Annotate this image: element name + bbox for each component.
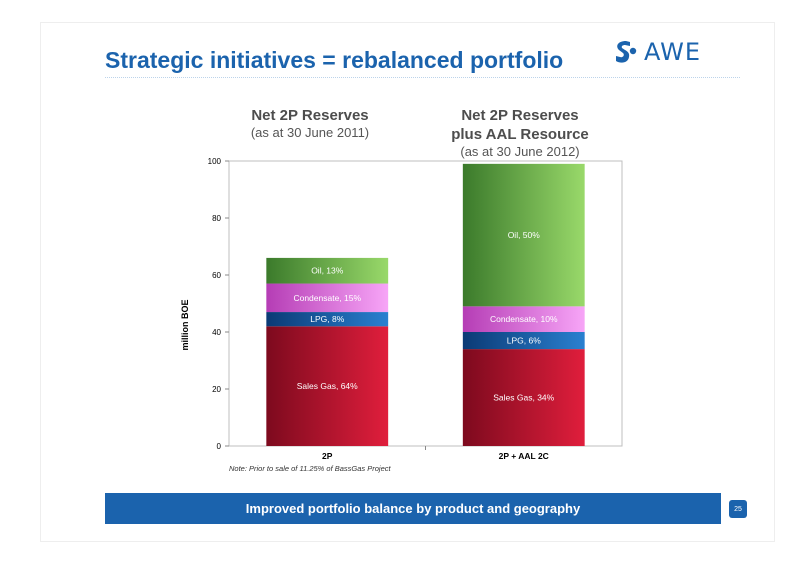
left-heading-line1: Net 2P Reserves	[251, 107, 369, 124]
right-heading-line3: (as at 30 June 2012)	[460, 144, 580, 159]
logo-text: AWE	[644, 38, 701, 66]
y-tick-label: 100	[208, 157, 222, 166]
bar-segment-sales_gas	[462, 349, 585, 446]
x-category-label: 2P	[322, 451, 333, 461]
data-label-oil: Oil, 13%	[311, 266, 344, 276]
footnote: Note: Prior to sale of 11.25% of BassGas…	[229, 464, 391, 473]
slide-frame	[40, 22, 775, 542]
data-label-lpg: LPG, 8%	[310, 314, 344, 324]
data-label-oil: Oil, 50%	[508, 230, 541, 240]
left-heading-line2: (as at 30 June 2011)	[250, 125, 370, 140]
bar-segment-condensate	[266, 283, 389, 313]
slide-title: Strategic initiatives = rebalanced portf…	[105, 47, 564, 73]
page-number: 25	[729, 500, 747, 518]
data-label-condensate: Condensate, 15%	[293, 293, 361, 303]
y-tick-label: 60	[212, 271, 221, 280]
left-chart-heading: Net 2P Reserves (as at 30 June 2011)	[230, 106, 390, 141]
summary-banner: Improved portfolio balance by product an…	[105, 493, 721, 524]
bar-segment-condensate	[462, 306, 585, 332]
title-divider	[105, 77, 740, 78]
bar-segment-oil	[266, 257, 389, 284]
bar-segment-oil	[462, 163, 585, 307]
x-category-label: 2P + AAL 2C	[499, 451, 549, 461]
y-tick-label: 0	[217, 442, 222, 451]
right-heading-line2: plus AAL Resource	[451, 126, 589, 143]
y-tick-label: 40	[212, 328, 221, 337]
data-label-condensate: Condensate, 10%	[490, 314, 558, 324]
bar-segment-lpg	[266, 312, 389, 327]
data-label-sales_gas: Sales Gas, 64%	[297, 381, 358, 391]
awe-logo-mark-icon	[616, 41, 637, 63]
right-heading-line1: Net 2P Reserves	[461, 107, 579, 124]
y-tick-label: 80	[212, 214, 221, 223]
bar-segment-lpg	[462, 332, 585, 350]
y-tick-label: 20	[212, 385, 221, 394]
data-label-sales_gas: Sales Gas, 34%	[493, 393, 554, 403]
company-logo: AWE	[612, 38, 701, 66]
bar-segment-sales_gas	[266, 326, 389, 446]
right-chart-heading: Net 2P Reserves plus AAL Resource (as at…	[430, 106, 610, 160]
data-label-lpg: LPG, 6%	[507, 336, 541, 346]
